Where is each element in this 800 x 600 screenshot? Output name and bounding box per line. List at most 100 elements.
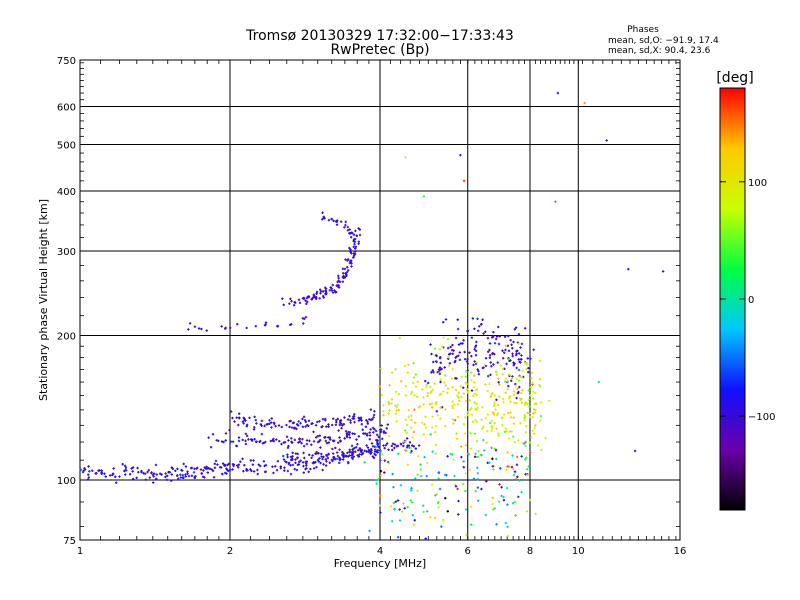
data-point bbox=[518, 397, 522, 400]
data-point bbox=[524, 473, 527, 476]
data-point bbox=[518, 375, 522, 378]
data-point bbox=[474, 345, 477, 349]
data-point bbox=[457, 399, 461, 403]
data-point bbox=[466, 369, 469, 372]
data-point bbox=[413, 394, 416, 397]
data-point bbox=[307, 295, 311, 299]
data-point bbox=[302, 296, 306, 300]
data-point bbox=[394, 412, 398, 415]
data-point bbox=[492, 363, 495, 366]
chart-subtitle: RwPretec (Bp) bbox=[330, 42, 429, 58]
data-point bbox=[255, 422, 258, 425]
colorbar-tick-label: −100 bbox=[748, 412, 775, 423]
data-point bbox=[181, 469, 184, 472]
data-point bbox=[457, 396, 460, 399]
data-point bbox=[352, 415, 355, 418]
data-point bbox=[526, 402, 529, 406]
data-point bbox=[455, 355, 458, 358]
data-point bbox=[527, 370, 530, 374]
data-point bbox=[256, 468, 259, 472]
data-point bbox=[444, 318, 448, 321]
data-point bbox=[424, 415, 427, 418]
data-point bbox=[501, 349, 504, 352]
x-axis-label: Frequency [MHz] bbox=[334, 557, 426, 570]
data-point bbox=[123, 469, 126, 473]
data-point bbox=[305, 296, 309, 300]
data-point bbox=[325, 441, 329, 445]
data-point bbox=[386, 442, 389, 445]
data-point bbox=[482, 425, 485, 429]
x-tick-label: 6 bbox=[465, 546, 471, 557]
data-point bbox=[430, 352, 433, 356]
data-point bbox=[285, 435, 289, 438]
data-point bbox=[370, 442, 374, 445]
data-point bbox=[527, 389, 530, 392]
data-point bbox=[460, 445, 463, 448]
data-point bbox=[338, 423, 342, 427]
x-tick-label: 16 bbox=[674, 546, 687, 557]
data-point bbox=[477, 449, 480, 453]
data-point bbox=[348, 431, 351, 434]
data-point bbox=[190, 466, 194, 470]
data-point bbox=[186, 470, 189, 473]
data-point bbox=[493, 352, 496, 356]
data-point bbox=[302, 444, 306, 448]
data-point bbox=[661, 270, 665, 273]
data-point bbox=[207, 466, 210, 470]
data-point bbox=[346, 229, 350, 232]
data-point bbox=[314, 424, 318, 427]
data-point bbox=[390, 444, 394, 448]
data-point bbox=[457, 354, 460, 357]
data-point bbox=[168, 471, 172, 474]
data-point bbox=[237, 416, 241, 419]
data-point bbox=[296, 456, 299, 459]
data-point bbox=[297, 441, 300, 444]
data-point bbox=[439, 378, 442, 381]
data-point bbox=[402, 502, 405, 505]
data-point bbox=[527, 398, 531, 401]
data-point bbox=[440, 367, 443, 371]
data-point bbox=[538, 419, 542, 423]
x-tick-label: 4 bbox=[377, 546, 383, 557]
data-point bbox=[414, 477, 417, 480]
data-point bbox=[243, 417, 246, 420]
data-point bbox=[426, 381, 430, 385]
data-point bbox=[451, 343, 454, 347]
data-point bbox=[318, 434, 322, 437]
y-tick-label: 300 bbox=[57, 247, 76, 258]
data-point bbox=[357, 240, 361, 243]
data-point bbox=[412, 523, 416, 526]
data-point bbox=[200, 472, 203, 475]
data-point bbox=[373, 428, 376, 431]
data-point bbox=[289, 455, 293, 459]
data-point bbox=[407, 363, 410, 366]
data-point bbox=[233, 420, 236, 423]
data-point bbox=[264, 470, 267, 473]
data-point bbox=[263, 324, 267, 327]
data-point bbox=[504, 348, 507, 352]
data-point bbox=[379, 511, 382, 514]
data-point bbox=[316, 420, 319, 424]
data-point bbox=[252, 459, 255, 462]
data-point bbox=[431, 388, 435, 391]
data-point bbox=[524, 456, 528, 460]
data-point bbox=[429, 433, 432, 436]
data-point bbox=[507, 437, 511, 440]
data-point bbox=[484, 357, 488, 360]
data-point bbox=[315, 466, 318, 469]
data-point bbox=[247, 438, 250, 441]
data-point bbox=[304, 315, 308, 319]
data-point bbox=[255, 440, 258, 443]
data-point bbox=[301, 417, 304, 421]
data-point bbox=[354, 446, 358, 449]
data-point bbox=[393, 508, 396, 511]
data-point bbox=[504, 427, 507, 430]
data-point bbox=[439, 370, 442, 374]
data-point bbox=[520, 376, 524, 379]
data-point bbox=[236, 322, 239, 326]
x-tick-labels: 1 2 4 6 8 10 16 bbox=[77, 546, 687, 557]
data-point bbox=[476, 477, 479, 481]
data-point bbox=[536, 444, 540, 447]
data-point bbox=[444, 496, 447, 500]
data-point bbox=[337, 276, 340, 280]
